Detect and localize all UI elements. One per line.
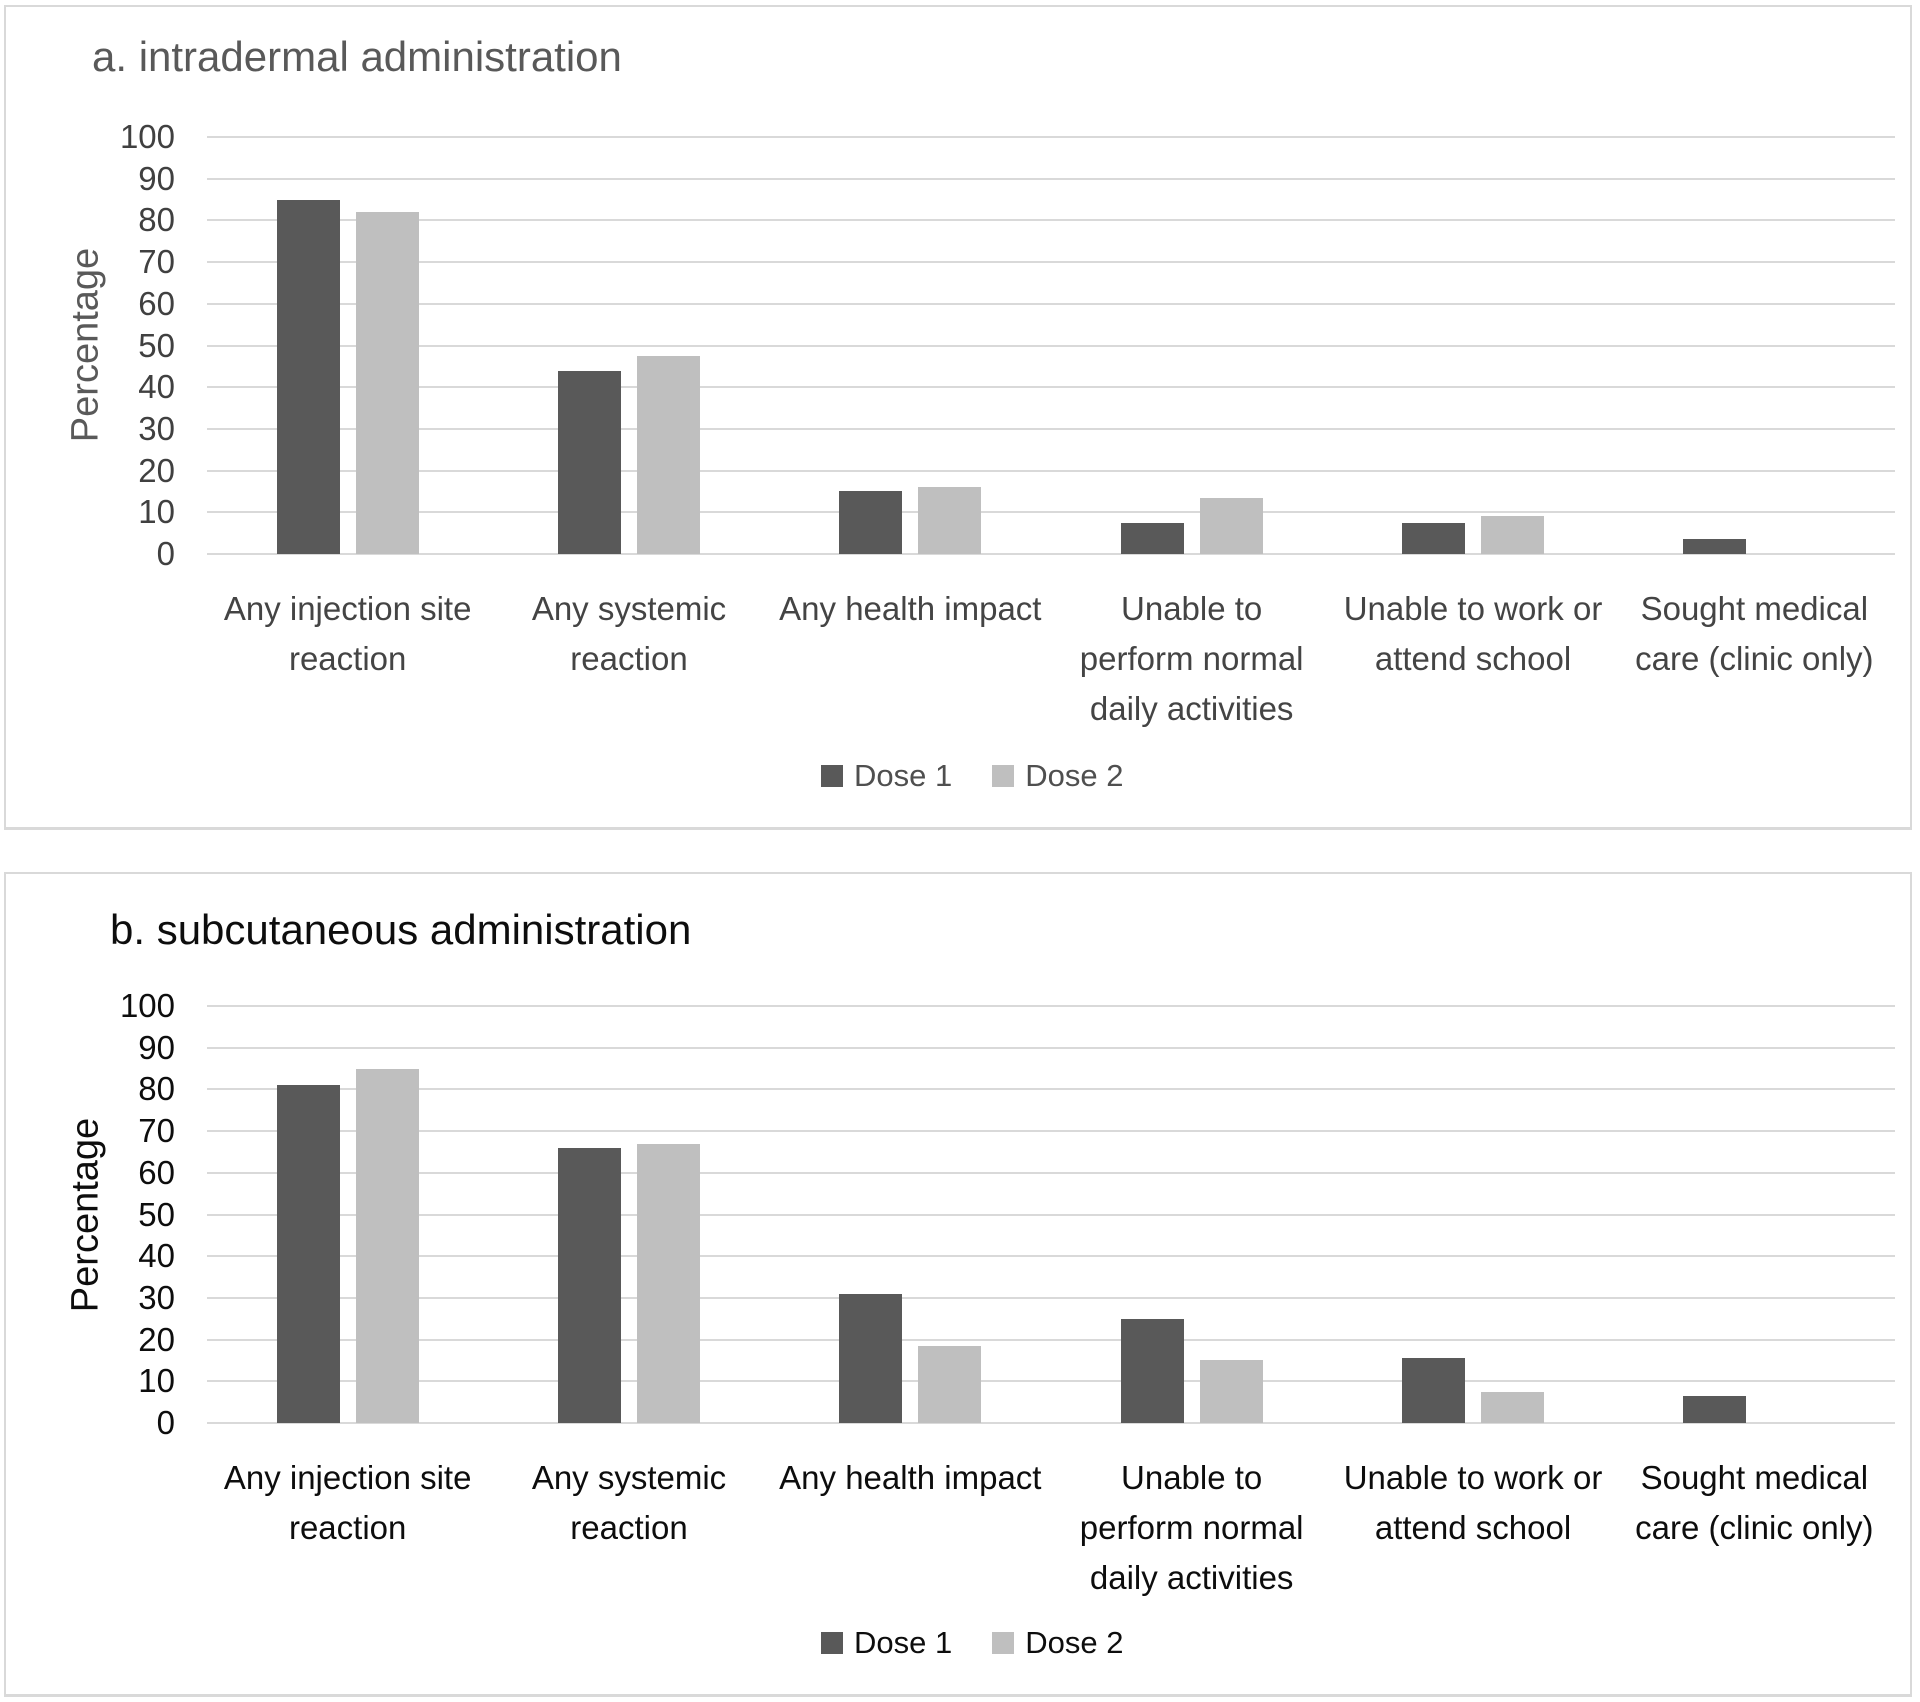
legend-item-dose1: Dose 1 bbox=[821, 759, 952, 793]
bar-dose2-category-5 bbox=[1481, 1391, 1544, 1423]
y-tick-label-40: 40 bbox=[138, 368, 175, 406]
y-tick-label-90: 90 bbox=[138, 1028, 175, 1066]
y-tick-label-60: 60 bbox=[138, 284, 175, 322]
chart-title-b: b. subcutaneous administration bbox=[110, 906, 692, 953]
x-category-label-4: Unable to perform normal daily activities bbox=[1079, 590, 1304, 727]
x-category-label-3: Any health impact bbox=[779, 1459, 1042, 1496]
bar-dose2-category-3 bbox=[918, 487, 982, 554]
x-category-label-6: Sought medical care (clinic only) bbox=[1635, 1459, 1874, 1546]
x-category-label-1: Any injection site reaction bbox=[223, 590, 472, 677]
bar-dose1-category-1 bbox=[276, 199, 340, 554]
bar-dose1-category-6 bbox=[1683, 1395, 1747, 1423]
legend-label-dose1: Dose 1 bbox=[854, 1625, 953, 1660]
bar-dose1-category-5 bbox=[1402, 1358, 1465, 1423]
plot-area-b bbox=[207, 1005, 1895, 1424]
gridline-50 bbox=[207, 1213, 1895, 1216]
x-category-label-5: Unable to work or attend school bbox=[1343, 1459, 1603, 1546]
y-tick-label-50: 50 bbox=[138, 1195, 175, 1233]
y-tick-label-70: 70 bbox=[138, 243, 175, 281]
plot-area-a bbox=[207, 136, 1895, 555]
y-tick-label-100: 100 bbox=[119, 987, 175, 1024]
bar-dose2-category-4 bbox=[1199, 1360, 1263, 1423]
y-tick-label-60: 60 bbox=[138, 1153, 175, 1191]
bar-dose2-category-1 bbox=[355, 1068, 419, 1423]
y-tick-label-40: 40 bbox=[138, 1237, 175, 1275]
bar-dose2-category-2 bbox=[637, 355, 700, 554]
bar-dose1-category-3 bbox=[839, 491, 903, 554]
bar-dose1-category-2 bbox=[558, 1147, 621, 1423]
dose2-swatch-icon bbox=[992, 1632, 1015, 1654]
gridline-80 bbox=[207, 219, 1895, 222]
gridline-40 bbox=[207, 1255, 1895, 1258]
gridline-90 bbox=[207, 177, 1895, 180]
gridline-10 bbox=[207, 511, 1895, 514]
gridline-100 bbox=[207, 1005, 1895, 1007]
y-tick-label-10: 10 bbox=[138, 1362, 175, 1400]
y-tick-label-20: 20 bbox=[138, 451, 175, 489]
gridline-0 bbox=[207, 1422, 1895, 1424]
x-category-label-5: Unable to work or attend school bbox=[1343, 590, 1603, 677]
dose2-swatch-icon bbox=[992, 765, 1015, 787]
chart-title-a: a. intradermal administration bbox=[92, 33, 622, 80]
bar-dose1-category-4 bbox=[1120, 522, 1184, 554]
gridline-40 bbox=[207, 386, 1895, 389]
y-tick-label-80: 80 bbox=[138, 1070, 175, 1108]
gridline-70 bbox=[207, 261, 1895, 264]
y-tick-label-10: 10 bbox=[138, 493, 175, 531]
bar-dose1-category-2 bbox=[558, 370, 621, 554]
legend-item-dose2: Dose 2 bbox=[992, 1626, 1123, 1660]
legend-item-dose2: Dose 2 bbox=[992, 759, 1123, 793]
bar-dose1-category-6 bbox=[1683, 539, 1747, 554]
legend-item-dose1: Dose 1 bbox=[821, 1626, 952, 1660]
gridline-0 bbox=[207, 553, 1895, 555]
gridline-10 bbox=[207, 1380, 1895, 1383]
bar-dose2-category-3 bbox=[918, 1345, 982, 1423]
x-category-label-2: Any systemic reaction bbox=[531, 1459, 727, 1546]
y-tick-label-0: 0 bbox=[156, 1404, 175, 1441]
gridline-30 bbox=[207, 427, 1895, 430]
gridline-70 bbox=[207, 1130, 1895, 1133]
y-tick-label-70: 70 bbox=[138, 1112, 175, 1150]
y-tick-label-90: 90 bbox=[138, 159, 175, 197]
bar-dose2-category-2 bbox=[637, 1143, 700, 1423]
x-category-label-2: Any systemic reaction bbox=[531, 590, 727, 677]
gridline-50 bbox=[207, 344, 1895, 347]
y-tick-label-0: 0 bbox=[156, 535, 175, 572]
x-category-label-1: Any injection site reaction bbox=[223, 1459, 472, 1546]
y-tick-label-30: 30 bbox=[138, 409, 175, 447]
legend-label-dose1: Dose 1 bbox=[854, 758, 953, 793]
gridline-80 bbox=[207, 1088, 1895, 1091]
bar-dose2-category-4 bbox=[1199, 497, 1263, 554]
y-tick-label-20: 20 bbox=[138, 1320, 175, 1358]
panel-b-subcutaneous: b. subcutaneous administration Percentag… bbox=[4, 872, 1912, 1697]
x-category-label-6: Sought medical care (clinic only) bbox=[1635, 590, 1874, 677]
x-category-label-3: Any health impact bbox=[779, 590, 1042, 627]
y-tick-label-30: 30 bbox=[138, 1278, 175, 1316]
y-tick-label-100: 100 bbox=[119, 118, 175, 155]
legend-b: Dose 1 Dose 2 bbox=[821, 1626, 1123, 1660]
dose1-swatch-icon bbox=[821, 765, 843, 787]
y-tick-label-50: 50 bbox=[138, 326, 175, 364]
gridline-20 bbox=[207, 469, 1895, 472]
x-category-label-4: Unable to perform normal daily activities bbox=[1079, 1459, 1304, 1596]
legend-label-dose2: Dose 2 bbox=[1025, 1625, 1124, 1660]
bar-dose2-category-1 bbox=[355, 212, 419, 554]
bar-dose1-category-4 bbox=[1120, 1318, 1184, 1423]
y-tick-label-80: 80 bbox=[138, 201, 175, 239]
bar-dose1-category-3 bbox=[839, 1293, 903, 1423]
dose1-swatch-icon bbox=[821, 1632, 843, 1654]
gridline-60 bbox=[207, 302, 1895, 305]
gridline-20 bbox=[207, 1338, 1895, 1341]
panel-a-intradermal: a. intradermal administration Percentage… bbox=[4, 5, 1912, 830]
bar-dose1-category-5 bbox=[1402, 522, 1465, 554]
bar-dose1-category-1 bbox=[276, 1085, 340, 1423]
gridline-60 bbox=[207, 1171, 1895, 1174]
legend-a: Dose 1 Dose 2 bbox=[821, 759, 1123, 793]
gridline-90 bbox=[207, 1046, 1895, 1049]
gridline-30 bbox=[207, 1296, 1895, 1299]
gridline-100 bbox=[207, 136, 1895, 138]
bar-dose2-category-5 bbox=[1481, 516, 1544, 554]
legend-label-dose2: Dose 2 bbox=[1025, 758, 1124, 793]
